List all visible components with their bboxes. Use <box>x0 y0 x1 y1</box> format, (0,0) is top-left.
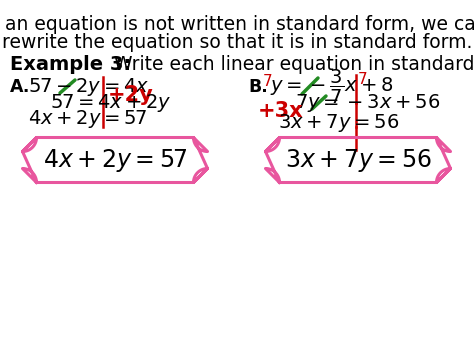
Text: +2y: +2y <box>108 85 154 105</box>
Text: 7: 7 <box>263 73 273 88</box>
Text: +3x: +3x <box>258 101 304 121</box>
Text: If an equation is not written in standard form, we can: If an equation is not written in standar… <box>0 16 474 34</box>
Text: $3x+7y=56$: $3x+7y=56$ <box>278 112 399 134</box>
Text: $y=-\dfrac{3}{7}x+8$: $y=-\dfrac{3}{7}x+8$ <box>270 68 393 106</box>
Text: 7: 7 <box>358 72 368 87</box>
Text: Example 3:: Example 3: <box>10 55 131 75</box>
Text: $57=4x+2y$: $57=4x+2y$ <box>50 92 172 114</box>
Text: $4x+2y=57$: $4x+2y=57$ <box>28 108 147 130</box>
Text: $7y=-3x+56$: $7y=-3x+56$ <box>295 92 440 114</box>
Text: B.: B. <box>248 78 268 96</box>
Text: $3x+7y=56$: $3x+7y=56$ <box>285 147 431 174</box>
Text: $57-2y=4x$: $57-2y=4x$ <box>28 76 149 98</box>
Text: A.: A. <box>10 78 30 96</box>
Text: Write each linear equation in standard form.: Write each linear equation in standard f… <box>96 55 474 75</box>
Text: $4x+2y=57$: $4x+2y=57$ <box>43 147 187 174</box>
Text: rewrite the equation so that it is in standard form.: rewrite the equation so that it is in st… <box>2 33 472 53</box>
